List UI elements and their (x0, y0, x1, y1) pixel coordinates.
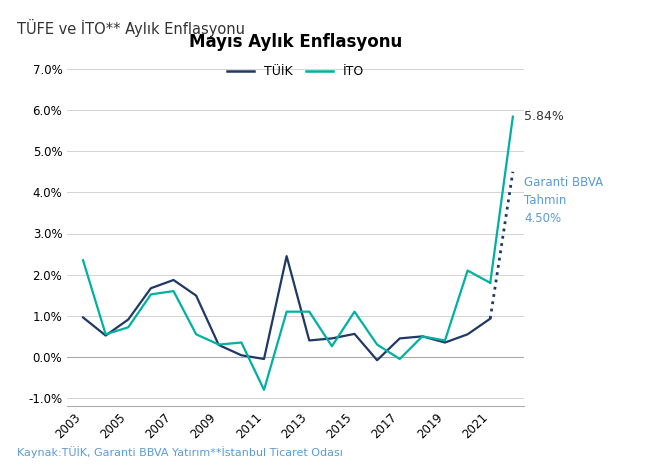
Title: Mayıs Aylık Enflasyonu: Mayıs Aylık Enflasyonu (189, 33, 403, 51)
Legend: TÜİK, İTO: TÜİK, İTO (222, 60, 370, 83)
Text: Garanti BBVA
Tahmin
4.50%: Garanti BBVA Tahmin 4.50% (524, 176, 603, 225)
Text: TÜFE ve İTO** Aylık Enflasyonu: TÜFE ve İTO** Aylık Enflasyonu (17, 20, 245, 37)
Text: Kaynak:TÜİK, Garanti BBVA Yatırım**İstanbul Ticaret Odası: Kaynak:TÜİK, Garanti BBVA Yatırım**İstan… (17, 446, 343, 458)
Text: 5.84%: 5.84% (524, 110, 564, 123)
